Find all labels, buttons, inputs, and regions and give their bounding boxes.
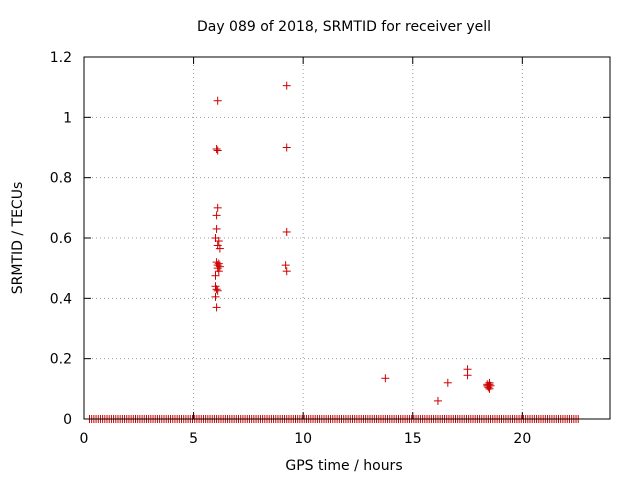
y-axis-ticks: 0 0.2 0.4 0.6 0.8 1 1.2: [50, 50, 610, 428]
x-axis-label: GPS time / hours: [285, 458, 402, 474]
plot-frame: [83, 56, 611, 420]
data-point-marker: [213, 286, 222, 295]
data-point-marker: [213, 146, 222, 155]
x-tick-label: 0: [80, 431, 89, 447]
y-axis-label: SRMTID / TECUs: [10, 182, 26, 295]
data-point-marker: [213, 203, 222, 212]
data-point-marker: [485, 378, 494, 387]
data-point-marker: [212, 145, 221, 154]
data-point-marker: [433, 396, 442, 405]
data-point-marker: [211, 271, 220, 280]
data-point-marker: [463, 371, 472, 380]
y-tick-label: 1.2: [50, 50, 72, 66]
data-point-marker: [443, 378, 452, 387]
x-axis-ticks: 0 5 10 15 20: [80, 57, 531, 447]
y-tick-label: 1: [63, 110, 72, 126]
x-tick-label: 10: [294, 431, 312, 447]
y-tick-label: 0: [63, 412, 72, 428]
y-tick-label: 0.6: [50, 231, 72, 247]
data-point-marker: [282, 143, 291, 152]
x-tick-label: 5: [189, 431, 198, 447]
data-points: [211, 81, 495, 405]
grid-lines: [84, 57, 610, 419]
data-point-marker: [214, 237, 223, 246]
data-point-marker: [215, 244, 224, 253]
chart-title: Day 089 of 2018, SRMTID for receiver yel…: [197, 19, 491, 35]
y-tick-label: 0.4: [50, 291, 72, 307]
data-point-marker: [213, 96, 222, 105]
data-point-marker: [211, 292, 220, 301]
data-point-marker: [484, 383, 493, 392]
data-point-marker: [381, 374, 390, 383]
y-tick-label: 0.8: [50, 171, 72, 187]
data-point-marker: [212, 285, 221, 294]
x-tick-label: 20: [513, 431, 531, 447]
y-tick-label: 0.2: [50, 352, 72, 368]
data-point-marker: [282, 227, 291, 236]
data-point-marker: [282, 81, 291, 90]
data-point-marker: [282, 267, 291, 276]
data-point-marker: [214, 267, 223, 276]
data-point-marker: [212, 224, 221, 233]
x-tick-label: 15: [404, 431, 422, 447]
data-point-marker: [212, 303, 221, 312]
data-point-marker: [212, 211, 221, 220]
data-point-marker: [281, 261, 290, 270]
